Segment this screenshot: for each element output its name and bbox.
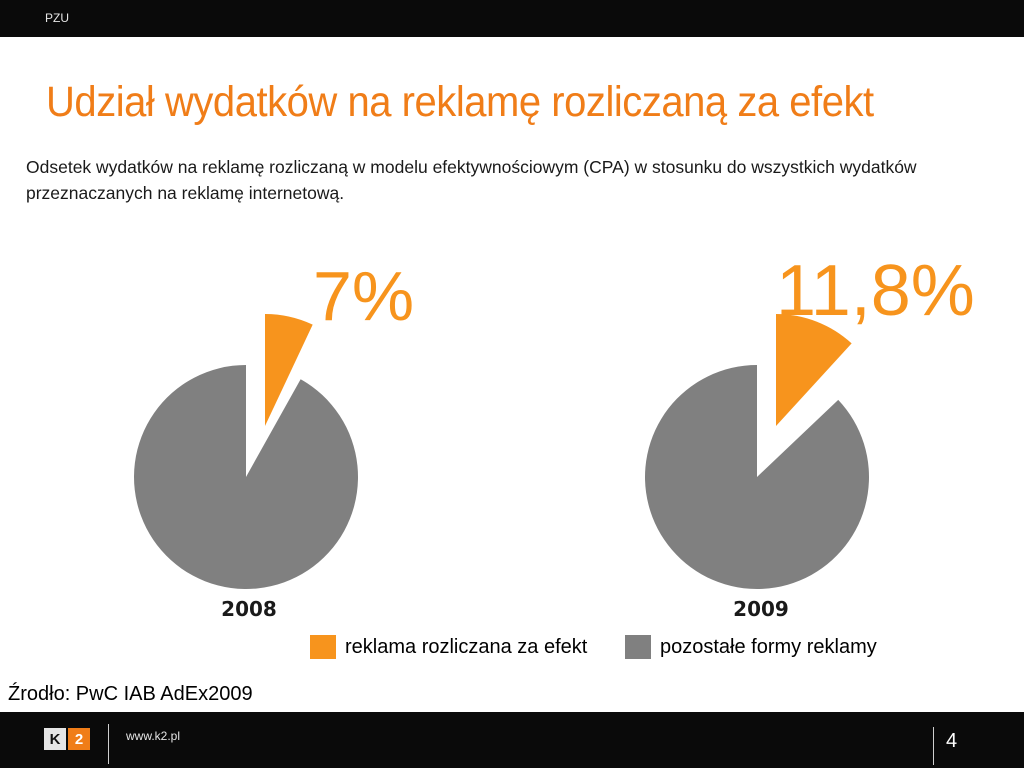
slide-subtitle: Odsetek wydatków na reklamę rozliczaną w… bbox=[26, 157, 917, 203]
legend-label: pozostałe formy reklamy bbox=[660, 635, 877, 658]
footer-url[interactable]: www.k2.pl bbox=[126, 729, 181, 743]
top-bar: PZU bbox=[0, 0, 1024, 37]
legend-swatch-orange bbox=[310, 635, 336, 659]
pie-2009-slice-highlight bbox=[776, 314, 852, 426]
page-number: 4 bbox=[946, 730, 958, 752]
pie-2009-value-label: 11,8% bbox=[776, 251, 975, 331]
legend-item-other: pozostałe formy reklamy bbox=[625, 634, 877, 660]
pie-2009-year-label: 2009 bbox=[733, 597, 789, 621]
legend-label: reklama rozliczana za efekt bbox=[345, 635, 588, 658]
logo-k: K bbox=[44, 728, 66, 750]
pie-2008-slice-rest bbox=[134, 365, 359, 589]
bottom-bar bbox=[0, 712, 1024, 768]
pie-2008-year-label: 2008 bbox=[221, 597, 277, 621]
header-label: PZU bbox=[45, 11, 69, 25]
pie-2008-slice-highlight bbox=[265, 314, 313, 426]
pie-2009-slice-rest bbox=[645, 365, 870, 590]
pie-2008-value-label: 7% bbox=[313, 257, 415, 335]
footer-divider bbox=[933, 727, 934, 765]
legend-item-performance: reklama rozliczana za efekt bbox=[310, 634, 587, 660]
k2-logo: K 2 bbox=[44, 728, 90, 750]
legend-swatch-gray bbox=[625, 635, 651, 659]
source-note: Źrodło: PwC IAB AdEx2009 bbox=[8, 683, 253, 705]
logo-2: 2 bbox=[68, 728, 90, 750]
slide-title: Udział wydatków na reklamę rozliczaną za… bbox=[46, 78, 874, 126]
footer-divider bbox=[108, 724, 109, 764]
